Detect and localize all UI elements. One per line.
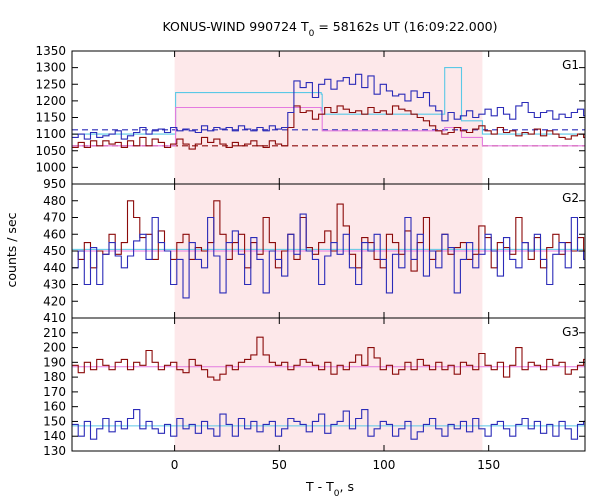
y-axis-title: counts / sec <box>4 212 19 287</box>
chart-title-subscript: 0 <box>309 29 315 39</box>
panel-label: G2 <box>562 191 579 205</box>
shaded-interval <box>174 51 483 184</box>
y-tick-label: 430 <box>43 278 66 292</box>
y-tick-label: 480 <box>43 194 66 208</box>
panel-g2: 410 420 430 440 450 460 470 480 G2 <box>43 183 586 325</box>
y-tick-label: 150 <box>43 414 66 428</box>
count-series-blue <box>72 73 585 140</box>
x-tick-label: 100 <box>373 458 396 472</box>
chart-panels: 95010001050110011501200125013001350G1410… <box>35 44 586 472</box>
panel-label: G3 <box>562 325 579 339</box>
y-tick-label: 460 <box>43 227 66 241</box>
count-series-blue <box>72 213 585 299</box>
y-tick-label: 1350 <box>35 44 66 58</box>
y-tick-label: 1200 <box>35 94 66 108</box>
y-tick-label: 1000 <box>35 160 66 174</box>
y-tick-label: 440 <box>43 261 66 275</box>
y-tick-label: 1150 <box>35 111 66 125</box>
panel-plot-area <box>72 200 585 299</box>
count-series-red <box>72 105 585 150</box>
x-axis-title-main: T - T <box>305 479 334 494</box>
y-tick-label: 1300 <box>35 61 66 75</box>
y-tick-label: 1100 <box>35 127 66 141</box>
y-tick-label: 950 <box>43 177 66 191</box>
count-series-blue <box>72 409 585 440</box>
panel-g1: 950 1000 1050 1100 1150 1200 1250 1300 1350 G1 <box>35 44 586 191</box>
y-tick-label: 1050 <box>35 144 66 158</box>
y-tick-label: 470 <box>43 211 66 225</box>
panel-plot-area <box>72 336 585 440</box>
x-axis-title-rest: , s <box>340 479 354 494</box>
x-axis-title-subscript: 0 <box>334 489 340 499</box>
x-tick-label: 150 <box>477 458 500 472</box>
y-tick-label: 170 <box>43 385 66 399</box>
panel-label: G1 <box>562 58 579 72</box>
y-tick-label: 200 <box>43 341 66 355</box>
y-tick-label: 410 <box>43 311 66 325</box>
panel-plot-area <box>72 67 585 150</box>
y-tick-label: 130 <box>43 444 66 458</box>
count-series-red <box>72 336 585 381</box>
y-tick-label: 1250 <box>35 77 66 91</box>
chart-title-main: KONUS-WIND 990724 T <box>162 19 308 34</box>
chart-title: KONUS-WIND 990724 T0 = 58162s UT (16:09:… <box>162 19 497 39</box>
y-tick-label: 190 <box>43 355 66 369</box>
y-tick-label: 420 <box>43 294 66 308</box>
chart-title-rest: = 58162s UT (16:09:22.000) <box>314 19 497 34</box>
shaded-interval <box>174 318 483 451</box>
x-tick-label: 50 <box>272 458 287 472</box>
x-tick-label: 0 <box>171 458 179 472</box>
y-tick-label: 210 <box>43 326 66 340</box>
block-model-pink <box>72 106 585 147</box>
x-axis-title: T - T0, s <box>305 479 354 499</box>
y-tick-label: 450 <box>43 244 66 258</box>
y-tick-label: 180 <box>43 370 66 384</box>
y-tick-label: 160 <box>43 400 66 414</box>
y-tick-label: 140 <box>43 429 66 443</box>
panel-frame <box>71 317 586 452</box>
